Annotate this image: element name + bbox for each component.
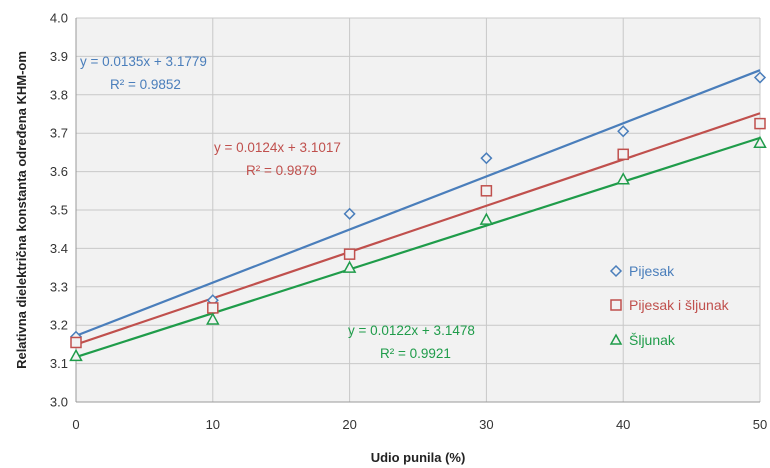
- point-sljunak: [479, 212, 494, 225]
- legend-label-sljunak: Šljunak: [629, 332, 676, 348]
- legend-marker-sljunak: [609, 333, 623, 345]
- x-tick-label: 30: [479, 417, 493, 432]
- trendline-sljunak: [75, 136, 761, 359]
- x-tick-label: 10: [206, 417, 220, 432]
- y-tick-label: 3.5: [50, 203, 68, 218]
- point-pijesak-i-sljunak: [617, 148, 629, 161]
- legend-label-pijesak: Pijesak: [629, 263, 675, 279]
- y-tick-label: 3.3: [50, 279, 68, 294]
- point-sljunak: [753, 135, 767, 149]
- y-tick-label: 3.0: [50, 395, 68, 410]
- r2-pijesak: R² = 0.9852: [110, 77, 181, 92]
- y-tick-label: 4.0: [50, 11, 68, 26]
- y-tick-label: 3.2: [50, 318, 68, 333]
- y-axis-title: Relativna dielektrična konstanta određen…: [14, 51, 29, 369]
- point-pijesak: [753, 71, 767, 84]
- equation-pijesak: y = 0.0135x + 3.1779: [80, 54, 207, 69]
- trendline-pijesak: [75, 69, 761, 337]
- legend-label-pijesak-i-sljunak: Pijesak i šljunak: [629, 297, 730, 313]
- y-tick-label: 3.7: [50, 126, 68, 141]
- y-tick-label: 3.8: [50, 87, 68, 102]
- point-sljunak: [206, 312, 220, 325]
- equation-pijesak-i-sljunak: y = 0.0124x + 3.1017: [214, 140, 341, 155]
- point-pijesak: [617, 125, 630, 138]
- x-axis-title: Udio punila (%): [371, 450, 466, 465]
- point-pijesak: [343, 207, 356, 220]
- point-pijesak-i-sljunak: [480, 185, 493, 197]
- x-tick-label: 40: [616, 417, 630, 432]
- legend-marker-pijesak-i-sljunak: [610, 299, 622, 311]
- point-pijesak-i-sljunak: [207, 302, 219, 314]
- grid: [75, 17, 761, 403]
- point-pijesak-i-sljunak: [70, 336, 82, 349]
- equation-sljunak: y = 0.0122x + 3.1478: [348, 323, 475, 338]
- point-pijesak-i-sljunak: [343, 248, 356, 260]
- x-tick-label: 20: [342, 417, 356, 432]
- legend: Pijesak Pijesak i šljunak Šljunak: [609, 263, 730, 348]
- legend-marker-pijesak: [609, 264, 623, 278]
- point-pijesak-i-sljunak: [754, 117, 766, 130]
- y-tick-label: 3.4: [50, 241, 68, 256]
- y-tick-label: 3.1: [50, 356, 68, 371]
- r2-sljunak: R² = 0.9921: [380, 346, 451, 361]
- trendline-pijesak-i-sljunak: [75, 112, 761, 346]
- y-tick-label: 3.6: [50, 164, 68, 179]
- point-sljunak: [342, 260, 357, 273]
- data-points: [69, 71, 767, 362]
- r2-pijesak-i-sljunak: R² = 0.9879: [246, 163, 317, 178]
- axes: 3.0 3.1 3.2 3.3 3.4 3.5 3.6 3.7 3.8 3.9 4.0 0 10 20 30…: [50, 11, 767, 433]
- point-pijesak: [480, 152, 493, 165]
- y-tick-label: 3.9: [50, 49, 68, 64]
- point-sljunak: [616, 172, 630, 185]
- x-tick-label: 0: [72, 417, 79, 432]
- point-sljunak: [69, 348, 83, 362]
- trendlines: [75, 69, 761, 359]
- x-tick-label: 50: [753, 417, 767, 432]
